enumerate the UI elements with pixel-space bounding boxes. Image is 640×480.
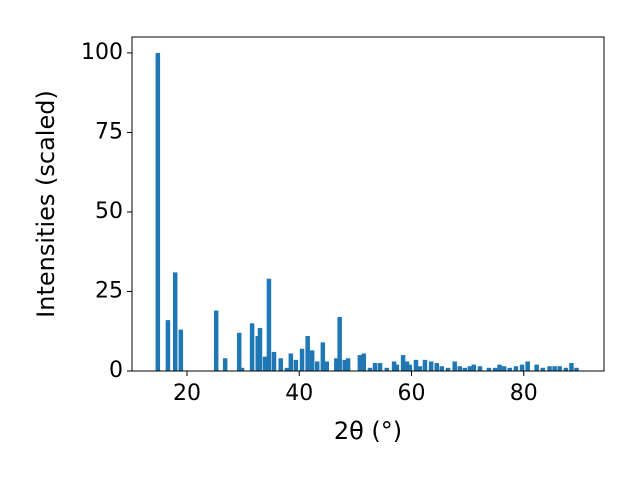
bar	[507, 367, 512, 371]
y-tick-label: 100	[81, 40, 123, 65]
bar	[249, 323, 255, 371]
bar	[569, 363, 574, 371]
bar	[361, 353, 367, 371]
y-tick-label: 50	[95, 199, 123, 224]
plot-frame	[131, 36, 605, 372]
bar	[513, 366, 519, 371]
bar	[497, 364, 502, 371]
bar	[314, 361, 320, 371]
bar	[384, 367, 390, 371]
bar	[391, 361, 397, 371]
bar	[278, 358, 283, 371]
bar	[492, 367, 498, 371]
bar	[525, 361, 530, 371]
bar	[213, 310, 219, 371]
bar	[452, 361, 457, 371]
x-tick-label: 80	[510, 381, 538, 406]
bar	[293, 359, 299, 371]
bar	[557, 366, 562, 371]
bar	[305, 336, 310, 371]
bar	[377, 363, 383, 371]
bar	[477, 366, 483, 371]
x-tick-label: 40	[285, 381, 313, 406]
bar	[257, 328, 263, 371]
bar	[540, 367, 546, 371]
bar	[552, 366, 557, 371]
bar	[413, 359, 419, 371]
bar	[563, 367, 569, 371]
bar	[407, 364, 413, 371]
bar	[434, 363, 439, 371]
bar	[239, 367, 245, 371]
bar	[417, 366, 423, 371]
bar	[501, 366, 507, 371]
bar	[357, 355, 363, 371]
bar	[165, 320, 171, 371]
bar	[334, 358, 339, 371]
y-tick-label: 75	[95, 119, 123, 144]
bar	[422, 359, 428, 371]
bar	[320, 342, 326, 371]
bar	[404, 361, 410, 371]
y-tick-label: 25	[95, 278, 123, 303]
x-tick-label: 20	[173, 381, 201, 406]
bar	[471, 364, 477, 371]
bar	[428, 361, 434, 371]
bar	[288, 353, 294, 371]
bar	[394, 364, 400, 371]
bar	[284, 367, 290, 371]
bar	[462, 367, 468, 371]
bar	[519, 364, 525, 371]
bar	[337, 316, 342, 371]
bar	[467, 366, 473, 371]
x-axis-label: 2θ (°)	[334, 417, 402, 445]
bar	[486, 367, 492, 371]
bar	[155, 52, 161, 372]
bar	[299, 348, 305, 371]
y-tick-label: 0	[109, 358, 123, 383]
bar	[439, 366, 445, 371]
bar	[309, 350, 315, 371]
bar	[222, 358, 228, 371]
bar	[534, 364, 539, 371]
y-axis-label: Intensities (scaled)	[32, 90, 60, 318]
bar	[262, 356, 268, 371]
bar	[457, 366, 463, 371]
bar	[400, 355, 406, 371]
bar	[178, 329, 184, 371]
bar	[266, 278, 272, 371]
bar	[271, 351, 277, 371]
bar	[367, 367, 373, 371]
bar	[574, 367, 579, 371]
bar	[345, 358, 351, 371]
bar	[547, 366, 552, 371]
x-tick-label: 60	[397, 381, 425, 406]
bar	[342, 359, 347, 371]
bar	[172, 272, 178, 371]
bar	[445, 367, 451, 371]
bar	[372, 363, 378, 371]
bar	[236, 332, 242, 371]
bar	[324, 361, 329, 371]
